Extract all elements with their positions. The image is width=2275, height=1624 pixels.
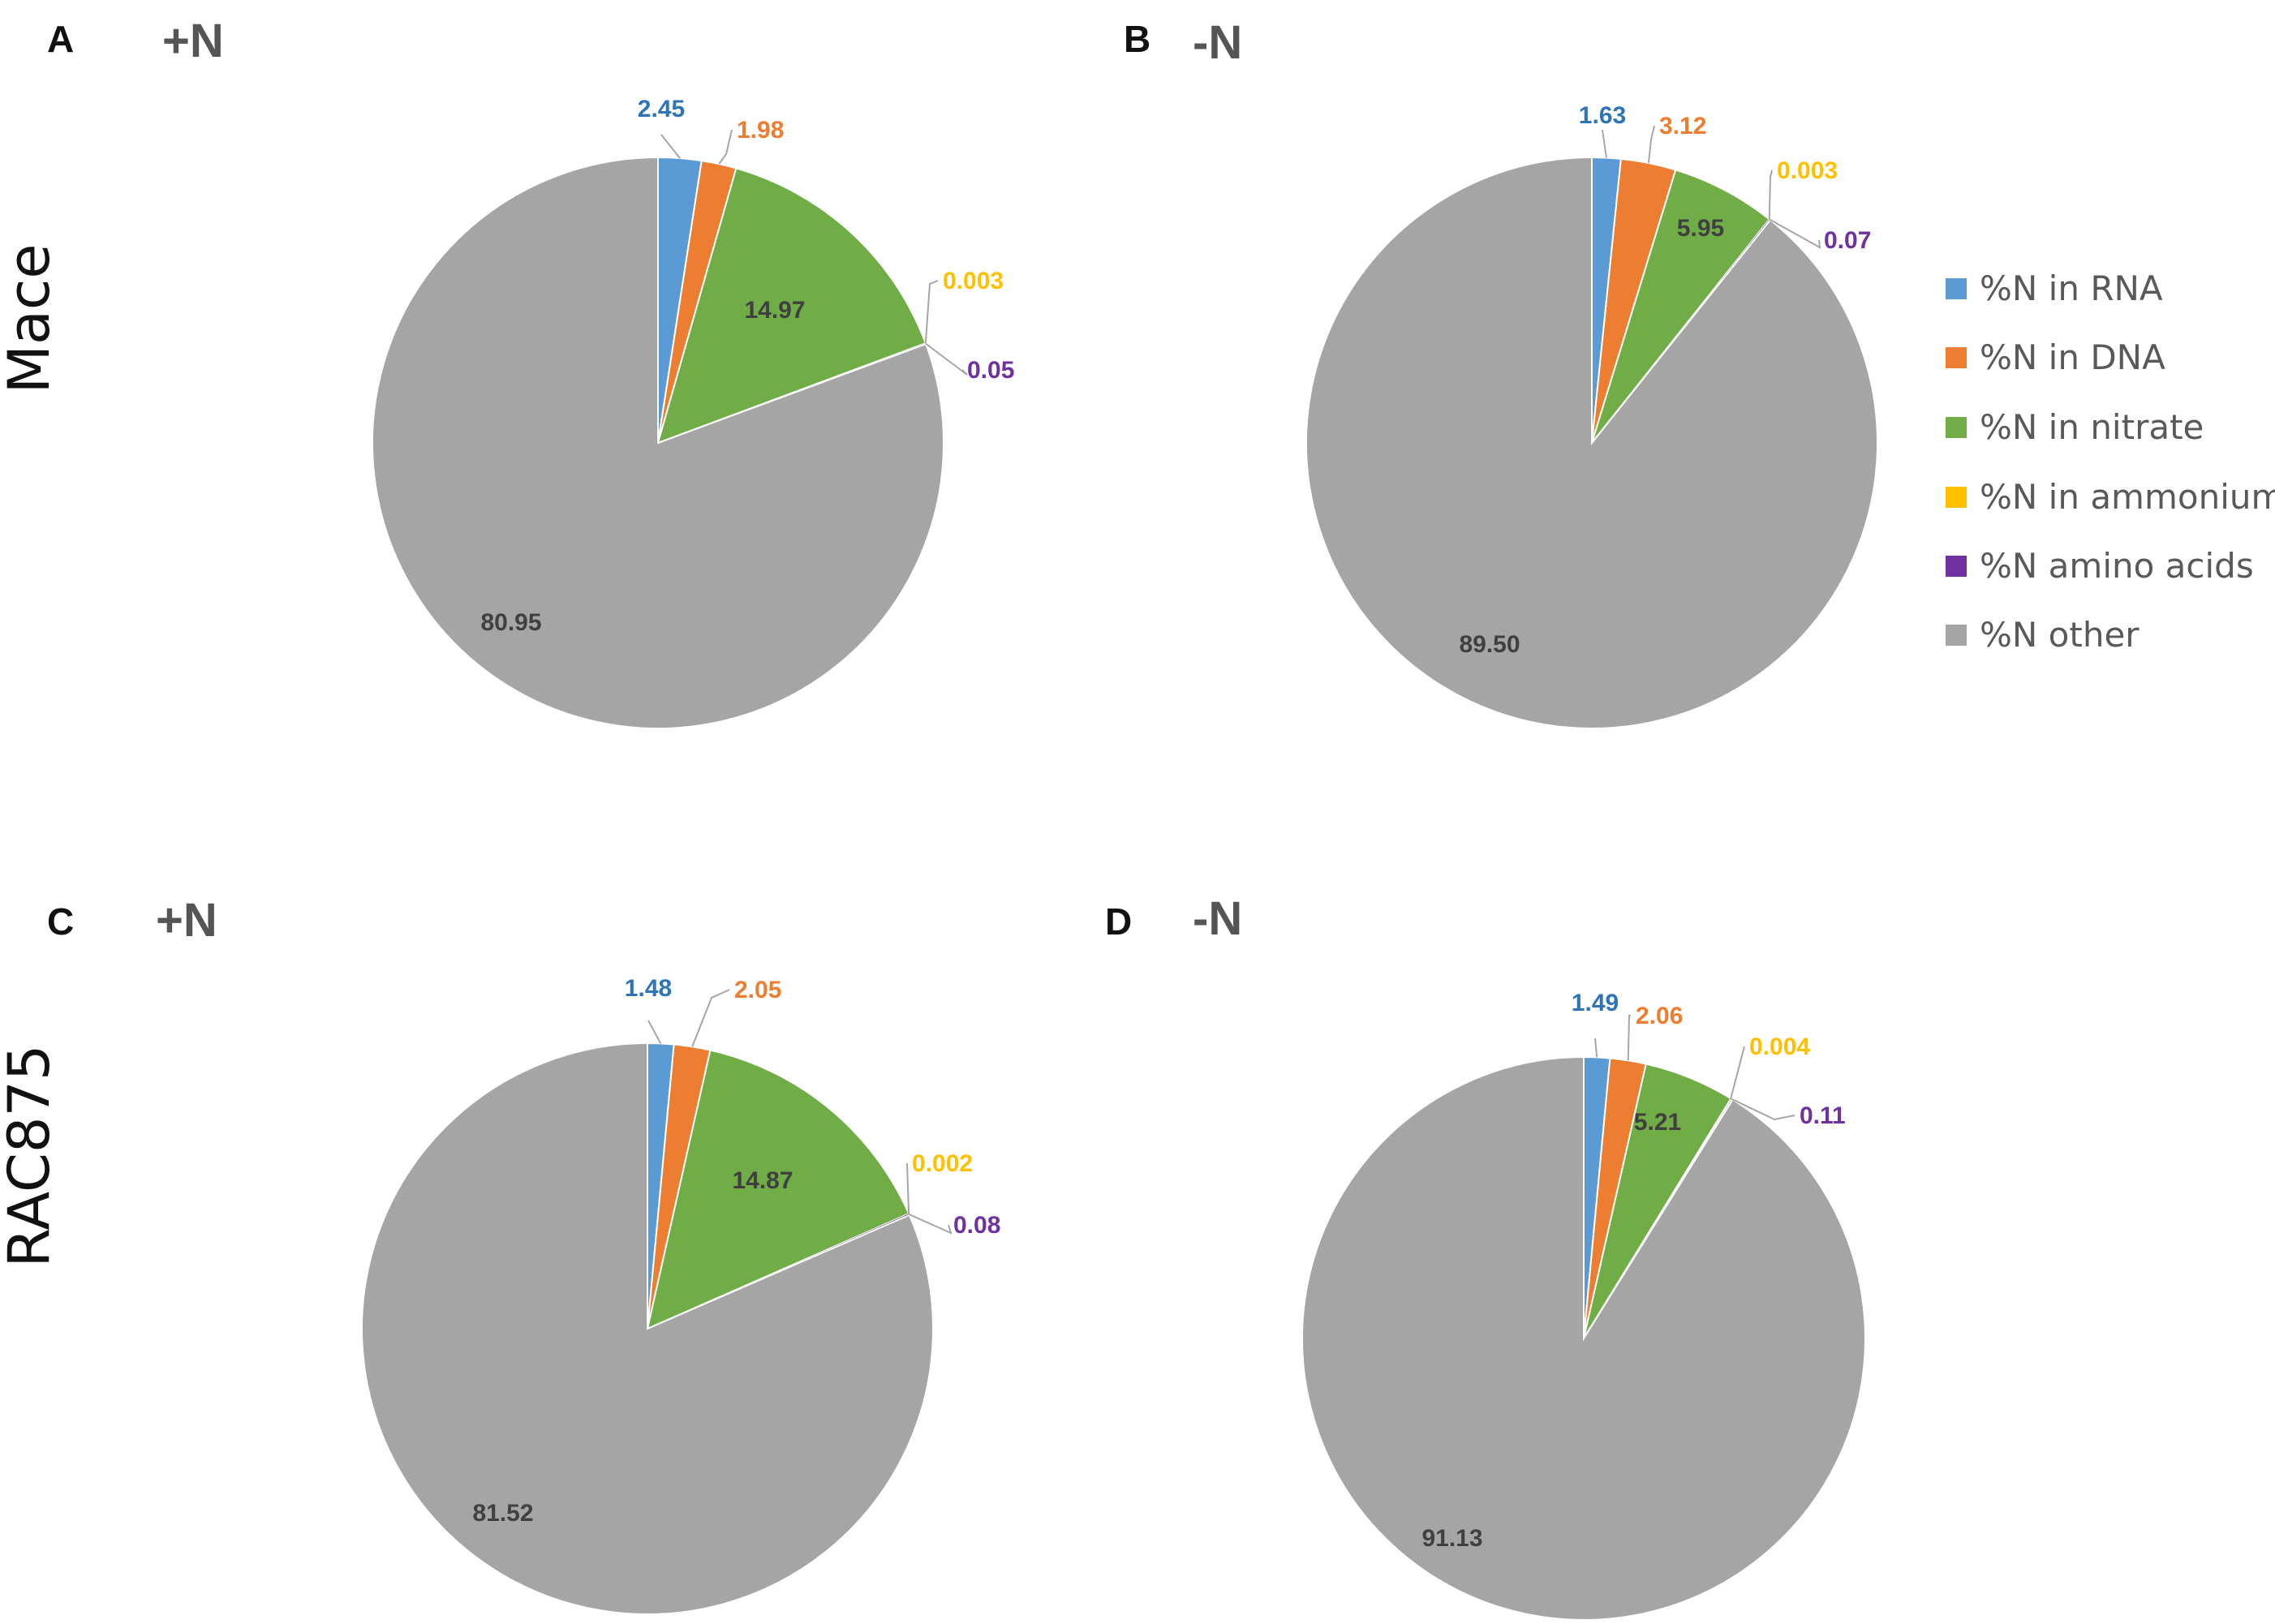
pie-b-slice-nitrate <box>1591 169 1771 444</box>
panel-letter-c: C <box>47 900 74 943</box>
pie-b-label-rna: 1.63 <box>1579 102 1626 129</box>
pie-d-label-ammonium: 0.004 <box>1749 1033 1810 1060</box>
pie-a-label-rna: 2.45 <box>638 96 685 122</box>
pie-b-slice-other <box>1305 156 1878 729</box>
legend-label-ammonium: %N in ammonium <box>1980 477 2275 517</box>
legend-item-other: %N other <box>1946 615 2140 655</box>
pie-c-leader-amino-acids <box>909 1214 953 1235</box>
row-label-rac875: RAC875 <box>0 1045 62 1268</box>
pie-d-leader-rna <box>1594 1038 1598 1058</box>
panel-c-header: C +N <box>47 894 217 947</box>
legend-swatch-ammonium <box>1946 487 1967 508</box>
pie-c-label-nitrate: 14.87 <box>732 1167 793 1194</box>
legend-item-rna: %N in RNA <box>1946 269 2163 308</box>
pie-c-label-amino-acids: 0.08 <box>953 1212 1000 1239</box>
panel-b-header: B -N <box>1124 16 1242 69</box>
pie-d-label-other: 91.13 <box>1421 1525 1482 1552</box>
panel-condition-a: +N <box>162 15 224 67</box>
pie-a-label-ammonium: 0.003 <box>943 268 1004 294</box>
pie-a-leader-ammonium <box>924 280 939 344</box>
pie-d-label-rna: 1.49 <box>1572 990 1619 1016</box>
pie-a-label-amino-acids: 0.05 <box>967 357 1014 384</box>
legend-item-ammonium: %N in ammonium <box>1946 477 2275 517</box>
pie-a-label-dna: 1.98 <box>737 117 784 144</box>
pie-chart-d: 1.49 2.06 5.21 0.004 0.11 91.13 <box>1301 990 1866 1621</box>
pie-a-slice-other <box>372 156 944 729</box>
pie-d-leader-dna <box>1627 1015 1631 1061</box>
pie-c-leader-ammonium <box>906 1162 910 1214</box>
legend-item-nitrate: %N in nitrate <box>1946 407 2204 447</box>
pie-d-leader-ammonium <box>1730 1046 1745 1100</box>
pie-b-leader-amino-acids <box>1769 218 1821 249</box>
legend-label-rna: %N in RNA <box>1980 269 2163 308</box>
legend: %N in RNA %N in DNA %N in nitrate %N in … <box>1946 269 2275 655</box>
pie-a-leader-dna <box>718 129 733 165</box>
legend-swatch-other <box>1946 625 1967 646</box>
pie-c-label-dna: 2.05 <box>734 977 781 1003</box>
pie-a-leader-amino-acids <box>925 342 968 376</box>
panel-letter-b: B <box>1124 18 1150 60</box>
pie-d-label-amino-acids: 0.11 <box>1800 1102 1846 1129</box>
pie-d-leader-amino-acids <box>1731 1098 1795 1121</box>
panel-a-header: A +N <box>47 15 224 67</box>
legend-swatch-dna <box>1946 347 1967 368</box>
pie-b-leader-dna <box>1647 125 1655 164</box>
legend-label-amino-acids: %N amino acids <box>1980 546 2254 586</box>
legend-label-nitrate: %N in nitrate <box>1980 407 2204 447</box>
pie-b-label-ammonium: 0.003 <box>1777 157 1838 184</box>
pie-d-label-nitrate: 5.21 <box>1634 1109 1681 1136</box>
legend-swatch-amino-acids <box>1946 556 1967 577</box>
pie-c-label-other: 81.52 <box>472 1500 533 1527</box>
legend-item-dna: %N in DNA <box>1946 337 2165 377</box>
pie-chart-c: 1.48 2.05 14.87 0.002 0.08 81.52 <box>361 975 1000 1615</box>
panel-letter-a: A <box>47 18 74 60</box>
pie-c-label-rna: 1.48 <box>625 975 672 1002</box>
pie-b-label-other: 89.50 <box>1459 631 1520 658</box>
legend-item-amino-acids: %N amino acids <box>1946 546 2254 586</box>
row-label-mace: Mace <box>0 244 62 394</box>
panel-d-header: D -N <box>1105 892 1242 945</box>
pie-c-slice-nitrate <box>646 1049 910 1330</box>
pie-b-label-dna: 3.12 <box>1659 113 1706 140</box>
pie-a-label-nitrate: 14.97 <box>744 297 805 324</box>
pie-b-label-amino-acids: 0.07 <box>1824 227 1871 254</box>
pie-chart-a: 2.45 1.98 14.97 0.003 0.05 80.95 <box>372 96 1014 729</box>
panel-condition-d: -N <box>1193 892 1242 945</box>
pie-c-leader-dna <box>691 989 730 1047</box>
pie-a-label-other: 80.95 <box>480 609 541 636</box>
pie-b-leader-ammonium <box>1768 170 1773 220</box>
legend-swatch-nitrate <box>1946 417 1967 438</box>
pie-c-leader-rna <box>647 1020 662 1044</box>
panel-letter-d: D <box>1105 900 1132 943</box>
pie-chart-b: 1.63 3.12 5.95 0.003 0.07 89.50 <box>1305 102 1878 729</box>
panel-condition-b: -N <box>1193 16 1242 69</box>
pie-b-label-nitrate: 5.95 <box>1677 215 1724 242</box>
pie-c-slice-other <box>361 1042 934 1615</box>
pie-d-label-dna: 2.06 <box>1636 1003 1683 1029</box>
pie-d-slice-other <box>1301 1055 1866 1621</box>
pie-a-slice-nitrate <box>656 167 927 445</box>
pie-b-leader-rna <box>1602 129 1607 158</box>
legend-label-other: %N other <box>1980 615 2140 655</box>
legend-swatch-rna <box>1946 278 1967 299</box>
pie-c-label-ammonium: 0.002 <box>912 1150 973 1177</box>
pie-a-leader-rna <box>660 134 681 159</box>
panel-condition-c: +N <box>156 894 217 947</box>
legend-label-dna: %N in DNA <box>1980 337 2165 377</box>
